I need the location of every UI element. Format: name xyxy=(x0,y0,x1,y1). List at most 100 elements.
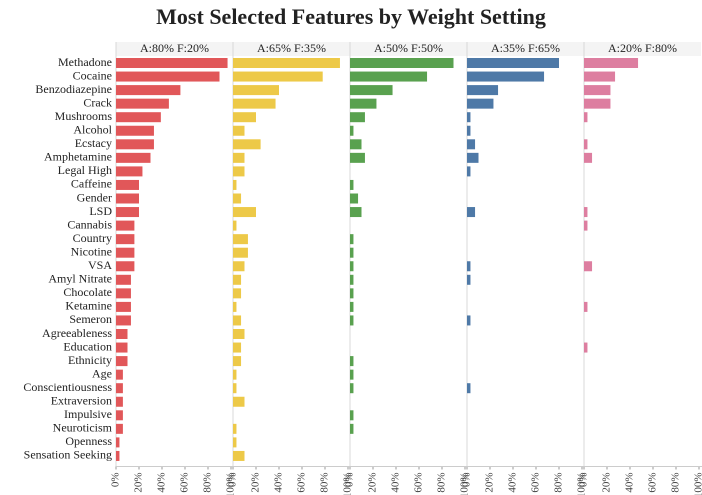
bar xyxy=(233,166,245,177)
bar xyxy=(467,166,471,177)
bar xyxy=(233,234,248,245)
category-label: Extraversion xyxy=(51,394,112,408)
x-tick-label: 20% xyxy=(484,473,496,493)
bar xyxy=(116,85,181,96)
bar xyxy=(233,112,256,123)
bar xyxy=(584,342,588,353)
x-tick-label: 20% xyxy=(133,473,145,493)
category-label: Ketamine xyxy=(65,299,112,313)
bar xyxy=(233,152,245,163)
bar xyxy=(467,383,471,394)
category-label: Amyl Nitrate xyxy=(48,272,112,286)
panel-header: A:20% F:80% xyxy=(608,41,677,55)
bar xyxy=(116,152,151,163)
panel-header-bg xyxy=(233,42,350,56)
bar xyxy=(233,58,340,68)
category-label: Legal High xyxy=(58,163,112,177)
bar xyxy=(233,396,245,407)
category-label: Education xyxy=(63,339,112,353)
bar xyxy=(584,261,593,272)
bar xyxy=(116,301,131,312)
category-label: Impulsive xyxy=(64,407,112,421)
category-label: Caffeine xyxy=(71,177,112,191)
x-tick-label: 20% xyxy=(367,473,379,493)
x-tick-label: 60% xyxy=(647,473,659,493)
bar xyxy=(467,58,559,68)
bar xyxy=(233,356,242,367)
x-tick-label: 20% xyxy=(601,473,613,493)
panel-header: A:35% F:65% xyxy=(491,41,560,55)
bar xyxy=(233,274,242,285)
bar xyxy=(467,71,545,82)
bar xyxy=(116,125,154,136)
bar xyxy=(233,125,245,136)
bar xyxy=(350,58,454,68)
bar xyxy=(116,139,154,150)
category-label: Amphetamine xyxy=(44,150,112,164)
x-tick-label: 80% xyxy=(553,473,565,493)
bar xyxy=(116,58,228,68)
category-label: Ecstacy xyxy=(75,136,112,150)
bar xyxy=(233,383,237,394)
x-tick-label: 60% xyxy=(296,473,308,493)
category-label: VSA xyxy=(88,258,112,272)
bar xyxy=(584,58,639,68)
panel-header-bg xyxy=(116,42,233,56)
bar xyxy=(116,329,128,339)
category-label: Country xyxy=(73,231,112,245)
bar xyxy=(350,85,393,96)
category-label: Crack xyxy=(83,95,112,109)
bar xyxy=(233,207,256,218)
category-label: Ethnicity xyxy=(68,353,112,367)
bar xyxy=(350,139,362,150)
bar xyxy=(584,139,588,150)
bar xyxy=(233,193,242,204)
x-tick-label: 100% xyxy=(693,473,702,495)
bar xyxy=(116,207,139,218)
bar xyxy=(584,152,593,163)
bar xyxy=(116,193,139,204)
x-tick-label: 100% xyxy=(576,473,588,495)
panel-header: A:50% F:50% xyxy=(374,41,443,55)
category-label: Alcohol xyxy=(73,123,112,137)
x-tick-label: 40% xyxy=(390,473,402,493)
bar xyxy=(584,98,611,109)
bar xyxy=(116,410,123,421)
x-tick-label: 0% xyxy=(110,473,122,488)
x-tick-label: 40% xyxy=(273,473,285,493)
bar xyxy=(350,383,354,394)
category-label: Cocaine xyxy=(73,68,112,82)
x-tick-label: 80% xyxy=(202,473,214,493)
bar xyxy=(116,274,131,285)
category-label: Methadone xyxy=(58,55,112,69)
bar xyxy=(116,220,135,231)
x-tick-label: 40% xyxy=(507,473,519,493)
bar xyxy=(584,85,611,96)
x-tick-label: 60% xyxy=(179,473,191,493)
panel-header-bg xyxy=(584,42,701,56)
bar xyxy=(467,261,471,272)
category-label: Age xyxy=(92,366,112,380)
bar xyxy=(350,112,365,123)
category-label: Sensation Seeking xyxy=(24,448,112,462)
x-tick-label: 20% xyxy=(250,473,262,493)
bar xyxy=(350,234,354,245)
bar xyxy=(350,356,354,367)
bar xyxy=(116,342,128,353)
bar xyxy=(233,450,245,461)
bar xyxy=(233,288,242,299)
bar xyxy=(350,261,354,272)
bar xyxy=(233,71,323,82)
bar xyxy=(233,179,237,190)
panel-header-bg xyxy=(350,42,467,56)
x-tick-label: 80% xyxy=(670,473,682,493)
bar xyxy=(350,152,365,163)
bar xyxy=(116,234,135,245)
x-tick-label: 0% xyxy=(344,473,356,488)
category-label: Benzodiazepine xyxy=(35,82,112,96)
bar xyxy=(233,85,279,96)
x-tick-label: 80% xyxy=(319,473,331,493)
bar xyxy=(116,247,135,258)
bar xyxy=(116,179,139,190)
bar xyxy=(233,220,237,231)
